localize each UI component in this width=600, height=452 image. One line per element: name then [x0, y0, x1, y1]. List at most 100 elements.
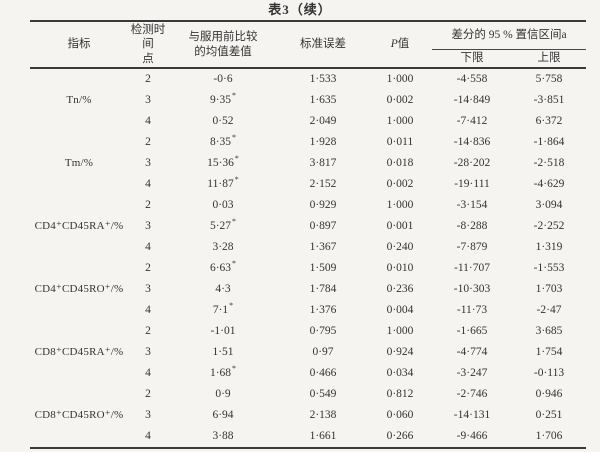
- p-value-cell: 0·240: [386, 241, 414, 253]
- ci-lower-cell: -19·111: [454, 178, 490, 190]
- table-row: 3 1·51 0·97 0·924 -4·774 1·754: [30, 342, 586, 363]
- mean-diff-value: 7·1: [212, 304, 229, 316]
- header-p-value: P值: [368, 21, 432, 69]
- mean-diff-cell: 6·94: [168, 405, 278, 426]
- header-time-point-line1: 检测时间: [130, 23, 166, 51]
- std-error-cell: 1·635: [309, 94, 337, 106]
- mean-diff-value: 11·87: [207, 178, 234, 190]
- mean-diff-cell: 7·1*: [168, 300, 278, 321]
- table-row: CD4⁺CD45RA⁺/% 2 0·03 0·929 1·000 -3·154 3·094: [30, 195, 586, 232]
- p-value-cell: 0·002: [386, 94, 414, 106]
- table-row: 3 9·35* 1·635 0·002 -14·849 -3·851: [30, 90, 586, 111]
- time-point-cell: 2: [145, 262, 151, 274]
- table-row: Tm/% 2 8·35* 1·928 0·011 -14·836 -1·864: [30, 132, 586, 169]
- mean-diff-value: 1·68: [209, 367, 232, 379]
- mean-diff-cell: 1·68*: [168, 363, 278, 384]
- mean-diff-value: 5·27: [209, 220, 232, 232]
- mean-diff-value: -1·01: [210, 325, 236, 337]
- mean-diff-value: 3·28: [212, 241, 234, 253]
- std-error-cell: 1·367: [309, 241, 337, 253]
- time-point-cell: 2: [145, 388, 151, 400]
- std-error-cell: 0·466: [309, 367, 337, 379]
- ci-upper-cell: 3·094: [535, 199, 563, 211]
- ci-upper-cell: -2·47: [536, 304, 562, 316]
- p-value-cell: 1·000: [386, 325, 414, 337]
- mean-diff-cell: 9·35*: [168, 90, 278, 111]
- p-value-cell: 0·812: [386, 388, 414, 400]
- mean-diff-cell: 3·28: [168, 237, 278, 258]
- ci-upper-cell: 1·319: [535, 241, 563, 253]
- mean-diff-value: 9·35: [209, 94, 232, 106]
- p-value-cell: 0·236: [386, 283, 414, 295]
- p-value-cell: 0·266: [386, 430, 414, 442]
- time-point-cell: 2: [145, 136, 151, 148]
- time-point-cell: 2: [145, 199, 151, 211]
- std-error-cell: 1·784: [309, 283, 337, 295]
- ci-upper-cell: 6·372: [535, 115, 563, 127]
- time-point-cell: 2: [145, 325, 151, 337]
- p-value-cell: 0·001: [386, 220, 414, 232]
- mean-diff-cell: 1·51: [168, 342, 278, 363]
- header-ci-lower: 下限: [432, 49, 512, 69]
- significance-star: *: [234, 175, 239, 185]
- ci-upper-cell: 0·251: [535, 409, 563, 421]
- table-row: 4 3·88 1·661 0·266 -9·466 1·706: [30, 426, 586, 448]
- mean-diff-cell: 0·03: [168, 195, 278, 216]
- ci-upper-cell: 1·754: [535, 346, 563, 358]
- ci-lower-cell: -7·412: [456, 115, 488, 127]
- mean-diff-value: 8·35: [209, 136, 232, 148]
- header-row-main: 指标 检测时间 点 与服用前比较 的均值差值 标准误差 P值 差分的 95 % …: [30, 21, 586, 69]
- mean-diff-cell: 4·3: [168, 279, 278, 300]
- p-value-cell: 1·000: [386, 199, 414, 211]
- header-ci-upper: 上限: [512, 49, 586, 69]
- header-mean-diff-line2: 的均值差值: [194, 45, 252, 58]
- ci-lower-cell: -3·247: [456, 367, 488, 379]
- header-indicator: 指标: [30, 21, 128, 69]
- p-value-cell: 0·060: [386, 409, 414, 421]
- table-row: 4 0·52 2·049 1·000 -7·412 6·372: [30, 111, 586, 132]
- ci-upper-cell: -3·851: [533, 94, 565, 106]
- p-value-cell: 0·002: [386, 178, 414, 190]
- ci-lower-cell: -3·154: [456, 199, 488, 211]
- ci-upper-cell: 5·758: [535, 73, 563, 85]
- time-point-cell: 3: [145, 409, 151, 421]
- table-row: 3 6·94 2·138 0·060 -14·131 0·251: [30, 405, 586, 426]
- mean-diff-cell: 8·35*: [168, 132, 278, 153]
- p-value-cell: 0·924: [386, 346, 414, 358]
- std-error-cell: 0·97: [312, 346, 334, 358]
- mean-diff-cell: 0·9: [168, 384, 278, 405]
- mean-diff-cell: 3·88: [168, 426, 278, 448]
- mean-diff-value: 0·52: [212, 115, 234, 127]
- std-error-cell: 2·138: [309, 409, 337, 421]
- mean-diff-value: 4·3: [215, 283, 231, 295]
- std-error-cell: 1·928: [309, 136, 337, 148]
- table-body: Tn/% 2 -0·6 1·533 1·000 -4·558 5·758 3 9·35* 1·63…: [30, 68, 586, 448]
- std-error-cell: 0·897: [309, 220, 337, 232]
- table-row: CD8⁺CD45RA⁺/% 2 -1·01 0·795 1·000 -1·665 3·685: [30, 321, 586, 358]
- ci-upper-cell: 0·946: [535, 388, 563, 400]
- indicator-cell: CD8⁺CD45RA⁺/%: [34, 346, 124, 358]
- header-time-point: 检测时间 点: [128, 21, 168, 69]
- table-row: 4 3·28 1·367 0·240 -7·879 1·319: [30, 237, 586, 258]
- table-row: 3 15·36* 3·817 0·018 -28·202 -2·518: [30, 153, 586, 174]
- header-time-point-line2: 点: [142, 52, 154, 65]
- std-error-cell: 0·549: [309, 388, 337, 400]
- ci-upper-cell: 1·703: [535, 283, 563, 295]
- significance-star: *: [232, 133, 237, 143]
- ci-lower-cell: -10·303: [453, 283, 491, 295]
- p-value-cell: 0·010: [386, 262, 414, 274]
- indicator-cell: CD4⁺CD45RA⁺/%: [34, 220, 124, 232]
- p-value-cell: 0·034: [386, 367, 414, 379]
- significance-star: *: [232, 364, 237, 374]
- table-row: CD4⁺CD45RO⁺/% 2 6·63* 1·509 0·010 -11·707 -1·5…: [30, 258, 586, 295]
- ci-upper-cell: -1·864: [533, 136, 565, 148]
- std-error-cell: 0·929: [309, 199, 337, 211]
- data-table: 指标 检测时间 点 与服用前比较 的均值差值 标准误差 P值 差分的 95 % …: [30, 20, 586, 449]
- ci-upper-cell: -4·629: [533, 178, 565, 190]
- time-point-cell: 4: [145, 115, 151, 127]
- header-mean-diff: 与服用前比较 的均值差值: [168, 21, 278, 69]
- mean-diff-value: 6·94: [212, 409, 234, 421]
- header-row-sub: 下限 上限: [30, 49, 586, 69]
- indicator-cell: CD8⁺CD45RO⁺/%: [34, 409, 124, 421]
